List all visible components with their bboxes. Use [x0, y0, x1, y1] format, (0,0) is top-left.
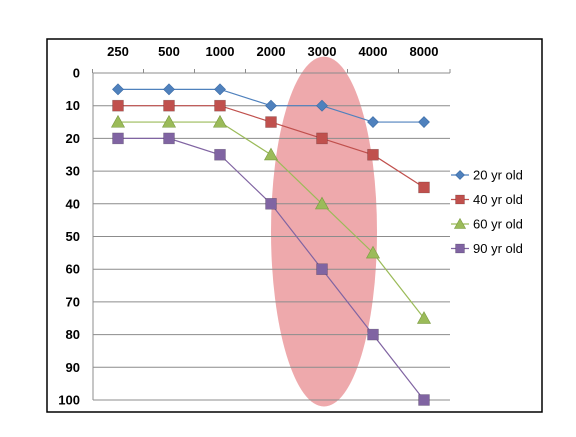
point-s3-250 — [110, 114, 126, 128]
point-s2-2000 — [265, 116, 277, 128]
x-tick-label-500: 500 — [158, 44, 180, 59]
y-tick-label-100: 100 — [58, 393, 80, 408]
legend-label-3: 60 yr old — [473, 217, 523, 232]
legend-marker-1 — [455, 170, 465, 180]
y-tick-label-50: 50 — [66, 229, 80, 244]
point-s1-2000 — [265, 99, 277, 112]
series-3 — [110, 114, 432, 324]
point-s2-4000 — [367, 148, 379, 161]
series-1 — [112, 83, 430, 128]
point-s2-500 — [163, 99, 175, 112]
legend-marker-3 — [453, 217, 467, 229]
point-s1-250 — [112, 83, 124, 96]
legend-item-3: 60 yr old — [451, 217, 523, 232]
point-s1-3000 — [316, 99, 328, 112]
point-s2-8000 — [418, 181, 430, 194]
point-s3-500 — [161, 114, 177, 128]
legend-item-2: 40 yr old — [451, 192, 523, 207]
series-4 — [112, 132, 430, 406]
x-tick-label-250: 250 — [107, 44, 129, 59]
x-tick-label-2000: 2000 — [257, 44, 286, 59]
x-tick-label-4000: 4000 — [359, 44, 388, 59]
legend-label-2: 40 yr old — [473, 192, 523, 207]
point-s4-500 — [163, 132, 175, 145]
point-s2-3000 — [316, 132, 328, 145]
y-tick-label-60: 60 — [66, 262, 80, 277]
point-s3-8000 — [416, 311, 432, 324]
y-tick-label-70: 70 — [66, 294, 80, 309]
point-s3-4000 — [365, 245, 381, 259]
legend-item-4: 90 yr old — [451, 241, 523, 256]
point-s4-4000 — [367, 328, 379, 341]
point-s3-1000 — [212, 114, 228, 128]
point-s4-3000 — [316, 263, 328, 276]
y-tick-label-20: 20 — [66, 131, 80, 146]
legend-label-1: 20 yr old — [473, 168, 523, 183]
y-tick-label-80: 80 — [66, 327, 80, 342]
point-s3-2000 — [263, 147, 279, 161]
y-tick-label-30: 30 — [66, 164, 80, 179]
legend-item-1: 20 yr old — [451, 168, 523, 183]
point-s1-8000 — [418, 116, 430, 128]
legend-label-4: 90 yr old — [473, 241, 523, 256]
y-tick-label-90: 90 — [66, 360, 80, 375]
point-s4-250 — [112, 132, 124, 145]
x-tick-label-3000: 3000 — [308, 44, 337, 59]
highlight-ellipse — [271, 56, 377, 407]
point-s2-1000 — [214, 99, 226, 112]
x-tick-label-1000: 1000 — [206, 44, 235, 59]
point-s1-4000 — [367, 116, 379, 128]
point-s4-1000 — [214, 148, 226, 161]
y-tick-label-40: 40 — [66, 196, 80, 211]
point-s1-1000 — [214, 83, 226, 96]
point-s1-500 — [163, 83, 175, 96]
point-s4-8000 — [418, 394, 430, 406]
legend-marker-2 — [455, 194, 465, 205]
point-s4-2000 — [265, 198, 277, 210]
series-2 — [112, 99, 430, 194]
x-tick-label-8000: 8000 — [410, 44, 439, 59]
y-tick-label-10: 10 — [66, 98, 80, 113]
y-tick-label-0: 0 — [73, 66, 80, 81]
legend-marker-4 — [455, 243, 465, 254]
point-s2-250 — [112, 99, 124, 112]
point-s3-3000 — [314, 196, 330, 210]
